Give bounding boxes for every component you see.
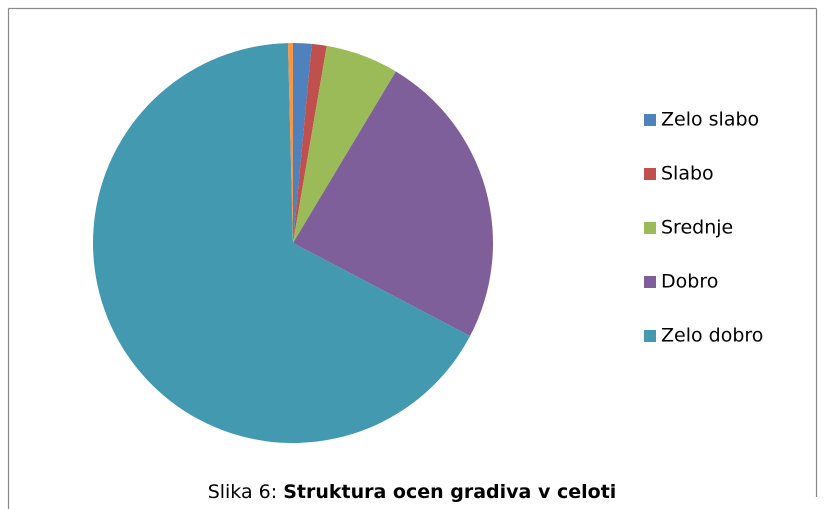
legend-swatch bbox=[644, 276, 656, 288]
legend-swatch bbox=[644, 114, 656, 126]
frame bbox=[7, 7, 818, 509]
chart-title: Struktura ocen gradiva v celoti bbox=[283, 481, 616, 503]
caption-label: Slika 6: bbox=[208, 481, 277, 503]
legend-swatch bbox=[644, 330, 656, 342]
pie-slice bbox=[92, 43, 471, 443]
legend-label: Dobro bbox=[661, 271, 718, 293]
legend-label: Zelo slabo bbox=[661, 109, 759, 131]
legend-label: Srednje bbox=[661, 217, 733, 239]
pie-slice bbox=[293, 43, 312, 243]
pie-slice bbox=[293, 45, 396, 244]
pie-slice bbox=[293, 43, 327, 244]
legend-label: Zelo dobro bbox=[661, 325, 763, 347]
pie-slice bbox=[287, 43, 293, 243]
pie-slice bbox=[293, 71, 493, 337]
caption: Slika 6: Struktura ocen gradiva v celoti bbox=[208, 481, 617, 503]
legend-label: Slabo bbox=[661, 163, 714, 185]
legend-swatch bbox=[644, 222, 656, 234]
legend-swatch bbox=[644, 168, 656, 180]
